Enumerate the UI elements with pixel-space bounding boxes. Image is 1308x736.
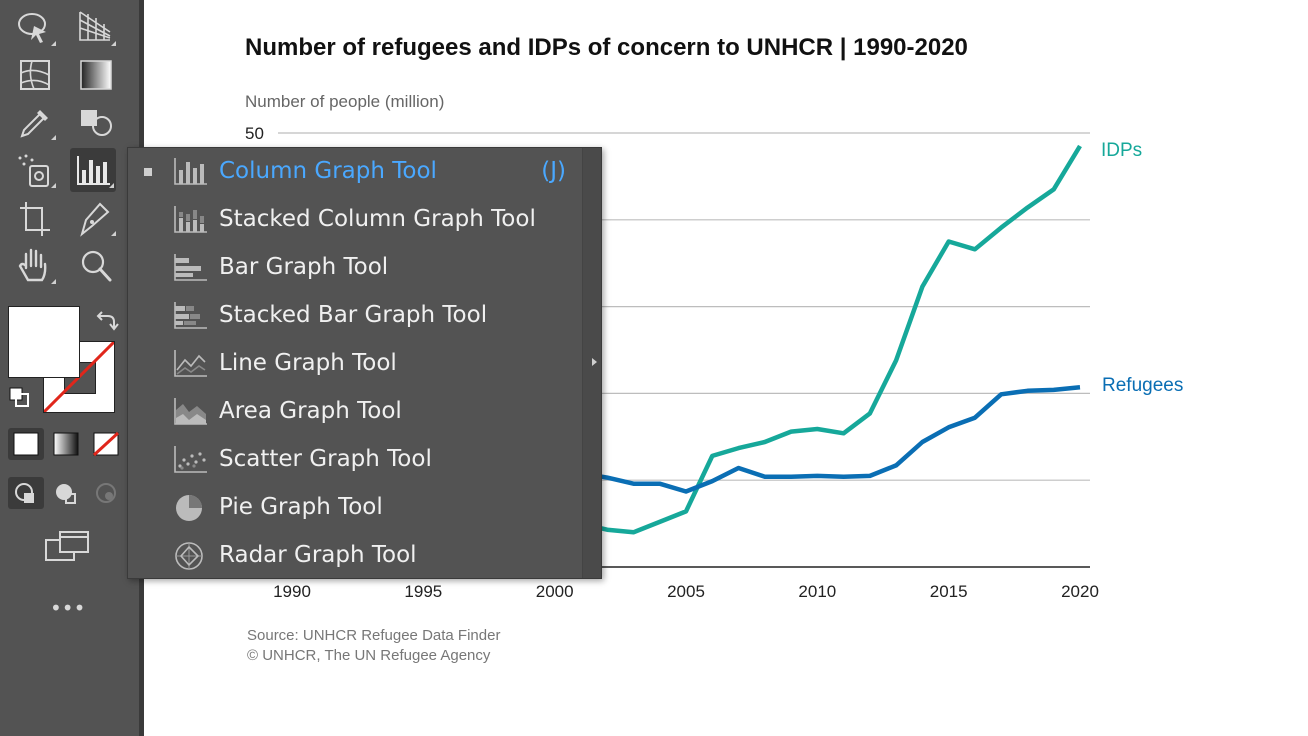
x-tick-label: 2020 — [1061, 582, 1099, 601]
stacked-column-graph-icon — [174, 206, 207, 233]
graph-tools-flyout: Column Graph Tool (J) Stacked Column Gra… — [127, 147, 602, 579]
menu-item-label: Stacked Column Graph Tool — [219, 206, 536, 232]
fill-color-swatch[interactable] — [8, 306, 80, 378]
symbol-sprayer-tool[interactable] — [12, 6, 58, 50]
stacked-bar-graph-icon — [174, 302, 207, 329]
draw-normal-button[interactable] — [8, 477, 44, 509]
flyout-tearoff-strip[interactable] — [582, 148, 601, 578]
menu-item-label: Stacked Bar Graph Tool — [219, 302, 488, 328]
y-axis-label: Number of people (million) — [245, 92, 444, 111]
area-graph-icon — [174, 398, 207, 425]
x-tick-label: 2010 — [798, 582, 836, 601]
scatter-graph-icon — [174, 446, 207, 473]
radar-graph-icon — [175, 542, 203, 570]
screen-mode-icon[interactable] — [44, 528, 92, 564]
x-tick-label: 1995 — [404, 582, 442, 601]
hand-tool[interactable] — [12, 244, 58, 288]
draw-behind-icon — [56, 484, 76, 504]
symbol-sprayer-icon — [18, 13, 46, 43]
menu-item-label: Line Graph Tool — [219, 350, 397, 376]
menu-item-line-graph-tool[interactable]: Line Graph Tool — [128, 340, 582, 388]
default-fill-stroke-icon[interactable] — [8, 386, 32, 410]
none-icon — [92, 431, 120, 457]
color-icon — [13, 432, 39, 456]
mesh-tool[interactable] — [12, 53, 58, 97]
y-tick-label: 50 — [245, 124, 264, 143]
gradient-button[interactable] — [48, 428, 84, 460]
gradient-icon — [80, 60, 112, 90]
gradient-tool[interactable] — [72, 53, 118, 97]
shape-builder-tool[interactable] — [72, 100, 118, 144]
zoom-tool[interactable] — [72, 244, 118, 288]
series-line-refugees — [580, 385, 1081, 494]
series-label-idps: IDPs — [1101, 140, 1142, 161]
x-tick-label: 2015 — [930, 582, 968, 601]
color-mode-row — [8, 426, 124, 462]
pie-graph-icon — [176, 495, 202, 521]
menu-item-column-graph-tool[interactable]: Column Graph Tool (J) — [128, 148, 582, 196]
tools-panel: ••• — [0, 0, 139, 736]
column-graph-icon — [174, 158, 207, 185]
none-button[interactable] — [88, 428, 124, 460]
menu-item-label: Pie Graph Tool — [219, 494, 383, 520]
gradient-swatch-icon — [53, 432, 79, 456]
menu-item-stacked-column-graph-tool[interactable]: Stacked Column Graph Tool — [128, 196, 582, 244]
menu-item-bar-graph-tool[interactable]: Bar Graph Tool — [128, 244, 582, 292]
x-tick-label: 1990 — [273, 582, 311, 601]
menu-item-label: Radar Graph Tool — [219, 542, 417, 568]
eyedropper-icon — [20, 110, 48, 138]
perspective-grid-tool[interactable] — [72, 6, 118, 50]
color-button[interactable] — [8, 428, 44, 460]
menu-item-pie-graph-tool[interactable]: Pie Graph Tool — [128, 484, 582, 532]
draw-normal-icon — [15, 483, 34, 503]
menu-item-radar-graph-tool[interactable]: Radar Graph Tool — [128, 532, 582, 580]
line-graph-icon — [174, 350, 207, 377]
bar-graph-icon — [174, 254, 207, 281]
menu-item-shortcut: (J) — [541, 158, 566, 184]
x-tick-label: 2005 — [667, 582, 705, 601]
eyedropper-tool[interactable] — [12, 100, 58, 144]
chart-title: Number of refugees and IDPs of concern t… — [245, 34, 968, 61]
tearoff-arrow-icon[interactable] — [592, 358, 597, 366]
source-line: Source: UNHCR Refugee Data Finder — [247, 627, 500, 644]
draw-inside-button[interactable] — [88, 477, 124, 509]
shape-builder-icon — [81, 110, 112, 136]
selected-bullet-icon — [144, 168, 152, 176]
menu-item-label: Bar Graph Tool — [219, 254, 389, 280]
column-graph-tool[interactable] — [70, 148, 116, 192]
symbol-sprayer-alt-tool[interactable] — [12, 148, 58, 192]
menu-item-label: Column Graph Tool — [219, 158, 437, 184]
mesh-icon — [20, 60, 50, 90]
artboard-icon — [20, 202, 50, 236]
copyright-line: © UNHCR, The UN Refugee Agency — [247, 647, 491, 664]
zoom-icon — [81, 250, 112, 282]
series-line-idps — [580, 144, 1082, 535]
perspective-grid-icon — [79, 11, 111, 41]
menu-item-area-graph-tool[interactable]: Area Graph Tool — [128, 388, 582, 436]
series-label-refugees: Refugees — [1102, 375, 1183, 396]
artboard-tool[interactable] — [12, 196, 58, 240]
hand-icon — [18, 248, 47, 282]
x-axis-ticks: 1990 1995 2000 2005 2010 2015 2020 — [273, 582, 1099, 601]
menu-item-label: Area Graph Tool — [219, 398, 402, 424]
pen-tool[interactable] — [72, 196, 118, 240]
x-tick-label: 2000 — [536, 582, 574, 601]
draw-behind-button[interactable] — [48, 477, 84, 509]
menu-item-scatter-graph-tool[interactable]: Scatter Graph Tool — [128, 436, 582, 484]
menu-item-label: Scatter Graph Tool — [219, 446, 432, 472]
column-graph-icon — [77, 156, 110, 185]
draw-mode-row — [8, 475, 124, 511]
swap-fill-stroke-icon[interactable] — [94, 306, 120, 332]
pen-icon — [80, 202, 110, 237]
symbol-sprayer-alt-icon — [18, 154, 49, 187]
menu-item-stacked-bar-graph-tool[interactable]: Stacked Bar Graph Tool — [128, 292, 582, 340]
series-lines — [580, 144, 1082, 535]
edit-toolbar-button[interactable]: ••• — [50, 596, 86, 620]
draw-inside-icon — [96, 483, 116, 503]
